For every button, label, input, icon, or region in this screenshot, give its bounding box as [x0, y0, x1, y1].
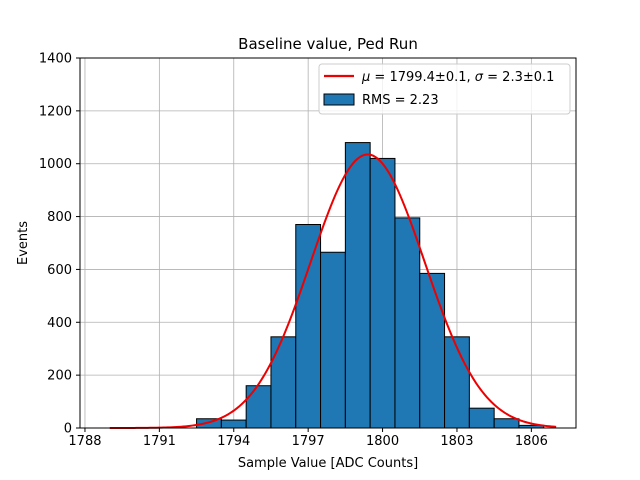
y-tick-label-4: 800 — [47, 210, 72, 225]
y-tick-label-1: 200 — [47, 369, 72, 384]
histogram-bar-12 — [493, 418, 520, 429]
histogram-bar-5 — [320, 251, 346, 429]
legend-fit-sigma-value: = 2.3±0.1 — [483, 70, 554, 85]
y-tick-label-0: 0 — [64, 422, 72, 437]
gaussian-fit-curve — [109, 153, 557, 429]
legend: μ = 1799.4±0.1, σ = 2.3±0.1 RMS = 2.23 — [318, 63, 571, 115]
y-tick-label-5: 1000 — [39, 157, 72, 172]
legend-histogram-label: RMS = 2.23 — [362, 93, 439, 108]
legend-fit-sigma: σ — [475, 70, 484, 85]
histogram-bar-7 — [369, 157, 396, 429]
histogram-bar-8 — [394, 217, 421, 429]
chart-title: Baseline value, Ped Run — [238, 35, 418, 53]
x-tick-label-1: 1791 — [143, 434, 176, 449]
x-axis-label: Sample Value [ADC Counts] — [238, 456, 418, 471]
legend-fit-mu-value: = 1799.4±0.1, — [370, 70, 474, 85]
y-tick-label-7: 1400 — [39, 52, 72, 67]
y-tick-label-3: 600 — [47, 263, 72, 278]
legend-fit-label: μ = 1799.4±0.1, σ = 2.3±0.1 — [361, 70, 554, 85]
y-axis-ticks: 0 200 400 600 800 1000 1200 1400 — [39, 52, 80, 437]
x-tick-label-3: 1797 — [292, 434, 325, 449]
histogram-bar-11 — [468, 407, 495, 429]
legend-box — [318, 63, 571, 115]
histogram-bar-10 — [444, 336, 470, 429]
y-tick-label-2: 400 — [47, 316, 72, 331]
histogram-bars — [196, 142, 545, 429]
histogram-bar-2 — [245, 385, 272, 429]
y-axis-label: Events — [16, 221, 31, 265]
histogram-bar-9 — [419, 272, 446, 429]
x-axis-ticks: 1788 1791 1794 1797 1800 1803 1806 — [68, 428, 548, 449]
histogram-bar-3 — [270, 336, 297, 429]
histogram-bar-6 — [344, 142, 371, 429]
legend-histogram-swatch — [323, 93, 355, 106]
x-tick-label-6: 1806 — [515, 434, 548, 449]
legend-fit-mu: μ — [361, 70, 370, 85]
x-tick-label-0: 1788 — [68, 434, 101, 449]
histogram-bar-1 — [220, 419, 247, 429]
histogram-bar-4 — [295, 224, 322, 429]
y-tick-label-6: 1200 — [39, 104, 72, 119]
plot-frame — [79, 57, 577, 429]
x-tick-label-4: 1800 — [366, 434, 399, 449]
x-tick-label-5: 1803 — [440, 434, 473, 449]
x-tick-label-2: 1794 — [217, 434, 250, 449]
